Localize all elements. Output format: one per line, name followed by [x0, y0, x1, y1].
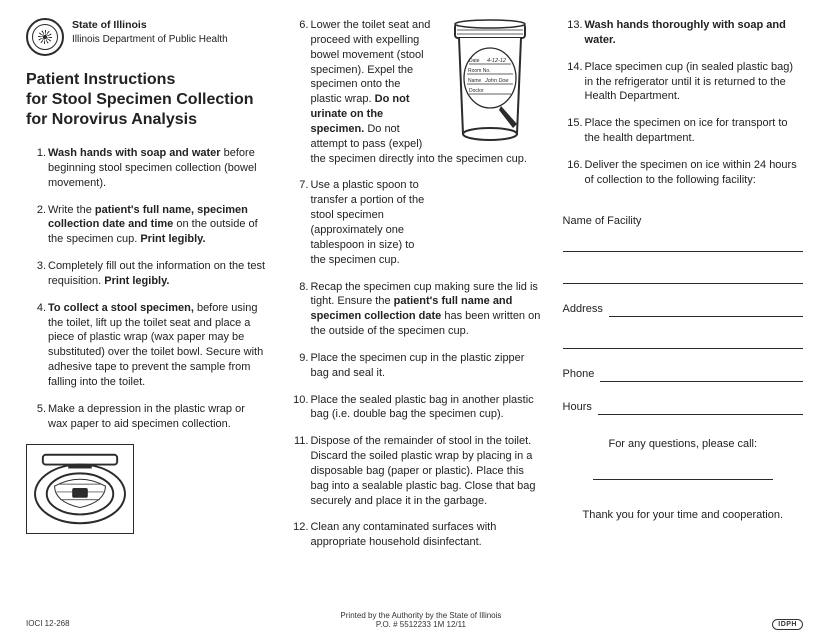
print-credit: Printed by the Authority by the State of… — [70, 611, 773, 630]
step-6-a: Lower the toilet seat and proceed with e… — [310, 19, 430, 105]
cup-date-val: 4-12-12 — [487, 58, 506, 64]
thanks-text: Thank you for your time and cooperation. — [582, 509, 783, 521]
step-1-bold: Wash hands with soap and water — [48, 147, 221, 159]
cup-icon: Date 4-12-12 Room No. Name John Doe Doct… — [439, 18, 541, 146]
title-line-2: for Stool Specimen Collection — [26, 91, 254, 108]
step-13: Wash hands thoroughly with soap and wate… — [563, 18, 803, 48]
step-15-text: Place the specimen on ice for transport … — [585, 117, 788, 144]
step-9: Place the specimen cup in the plastic zi… — [288, 351, 540, 381]
specimen-cup-illustration: Date 4-12-12 Room No. Name John Doe Doct… — [439, 18, 541, 146]
facility-line-2[interactable] — [563, 270, 803, 284]
step-8: Recap the specimen cup making sure the l… — [288, 280, 540, 339]
facility-line-1[interactable] — [563, 238, 803, 252]
title-line-3: for Norovirus Analysis — [26, 111, 197, 128]
step-10: Place the sealed plastic bag in another … — [288, 393, 540, 423]
idph-badge: IDPH — [772, 619, 803, 630]
step-4-rest: before using the toilet, lift up the toi… — [48, 302, 263, 388]
step-16: Deliver the specimen on ice within 24 ho… — [563, 158, 803, 188]
state-name: State of Illinois — [72, 18, 228, 32]
step-10-text: Place the sealed plastic bag in another … — [310, 394, 533, 421]
questions-block: For any questions, please call: — [563, 437, 803, 480]
step-2: Write the patient's full name, specimen … — [26, 203, 266, 248]
step-7: Use a plastic spoon to transfer a portio… — [288, 178, 540, 267]
address-field: Address — [563, 302, 803, 317]
facility-name-field: Name of Facility — [563, 214, 803, 285]
step-4: To collect a stool specimen, before usin… — [26, 301, 266, 390]
step-5-text: Make a depression in the plastic wrap or… — [48, 403, 245, 430]
step-3-b: Print legibly. — [104, 275, 169, 287]
column-1: State of Illinois Illinois Department of… — [26, 18, 266, 562]
dept-name: Illinois Department of Public Health — [72, 34, 228, 45]
step-14: Place specimen cup (in sealed plastic ba… — [563, 60, 803, 105]
ioci-code: IOCI 12-268 — [26, 619, 70, 630]
questions-text: For any questions, please call: — [608, 438, 757, 450]
step-7-text: Use a plastic spoon to transfer a portio… — [310, 179, 424, 265]
letterhead: State of Illinois Illinois Department of… — [26, 18, 266, 56]
step-5: Make a depression in the plastic wrap or… — [26, 402, 266, 432]
steps-list-col3: Wash hands thoroughly with soap and wate… — [563, 18, 803, 188]
thanks-line: Thank you for your time and cooperation. — [563, 508, 803, 523]
state-line: State of Illinois Illinois Department of… — [72, 18, 228, 47]
title-line-1: Patient Instructions — [26, 71, 175, 88]
step-1: Wash hands with soap and water before be… — [26, 146, 266, 191]
step-12-text: Clean any contaminated surfaces with app… — [310, 521, 496, 548]
address-label: Address — [563, 302, 603, 317]
step-11: Dispose of the remainder of stool in the… — [288, 434, 540, 508]
phone-line[interactable] — [600, 368, 803, 382]
steps-list-col1: Wash hands with soap and water before be… — [26, 146, 266, 432]
step-13-text: Wash hands thoroughly with soap and wate… — [585, 19, 786, 46]
cup-date-lbl: Date — [469, 58, 480, 64]
state-seal-icon — [26, 18, 64, 56]
cup-name-lbl: Name — [468, 78, 482, 84]
hours-label: Hours — [563, 400, 592, 415]
cup-name-val: John Doe — [484, 78, 509, 84]
column-3: Wash hands thoroughly with soap and wate… — [563, 18, 803, 562]
page: State of Illinois Illinois Department of… — [26, 18, 803, 562]
cup-room-lbl: Room No. — [468, 68, 491, 74]
step-3: Completely fill out the information on t… — [26, 259, 266, 289]
toilet-icon — [27, 445, 133, 533]
step-16-text: Deliver the specimen on ice within 24 ho… — [585, 159, 797, 186]
step-2-d: Print legibly. — [140, 233, 205, 245]
step-6: Date 4-12-12 Room No. Name John Doe Doct… — [288, 18, 540, 166]
address-line-2[interactable] — [563, 335, 803, 349]
step-11-text: Dispose of the remainder of stool in the… — [310, 435, 535, 506]
step-14-text: Place specimen cup (in sealed plastic ba… — [585, 61, 794, 103]
step-4-bold: To collect a stool specimen, — [48, 302, 194, 314]
toilet-illustration — [26, 444, 134, 534]
column-2: Date 4-12-12 Room No. Name John Doe Doct… — [288, 18, 540, 562]
phone-label: Phone — [563, 367, 595, 382]
step-9-text: Place the specimen cup in the plastic zi… — [310, 352, 524, 379]
step-2-a: Write the — [48, 204, 95, 216]
phone-field: Phone — [563, 367, 803, 382]
page-title: Patient Instructions for Stool Specimen … — [26, 70, 266, 130]
address-line-1[interactable] — [609, 303, 803, 317]
hours-field: Hours — [563, 400, 803, 415]
cup-doctor-lbl: Doctor — [469, 88, 484, 94]
step-12: Clean any contaminated surfaces with app… — [288, 520, 540, 550]
hours-line[interactable] — [598, 401, 803, 415]
steps-list-col2: Date 4-12-12 Room No. Name John Doe Doct… — [288, 18, 540, 550]
step-15: Place the specimen on ice for transport … — [563, 116, 803, 146]
footer: IOCI 12-268 Printed by the Authority by … — [26, 611, 803, 630]
printed-line-2: P.O. # 5512233 1M 12/11 — [376, 620, 466, 629]
questions-phone-line[interactable] — [593, 466, 773, 480]
facility-label: Name of Facility — [563, 215, 642, 227]
printed-line-1: Printed by the Authority by the State of… — [340, 611, 501, 620]
